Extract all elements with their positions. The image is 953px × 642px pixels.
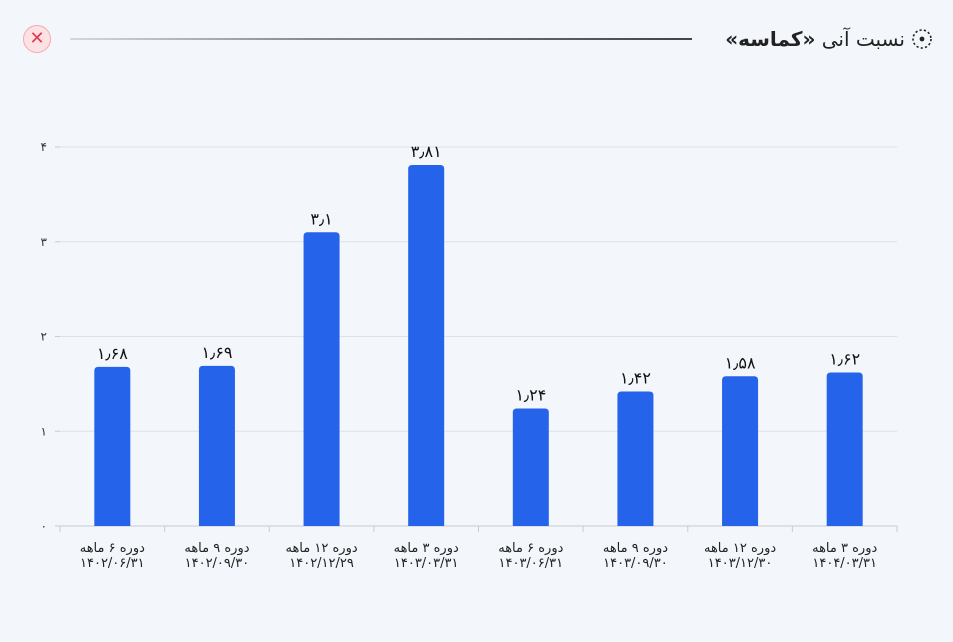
close-icon: ✕ <box>29 28 45 49</box>
bar-value-label: ۱٫۴۲ <box>620 368 651 387</box>
bar-value-label: ۱٫۲۴ <box>515 386 546 405</box>
bar-value-label: ۱٫۶۲ <box>829 350 860 369</box>
x-tick-label-date: ۱۴۰۲/۱۲/۲۹ <box>289 556 354 571</box>
x-tick-label: دوره ۹ ماهه <box>184 541 249 556</box>
y-tick-label: ۲ <box>41 330 47 344</box>
bar <box>826 372 863 526</box>
y-tick-label: ۱ <box>41 424 47 438</box>
x-tick-label: دوره ۳ ماهه <box>812 541 877 556</box>
x-tick-label-date: ۱۴۰۲/۰۹/۳۰ <box>185 556 250 571</box>
bar-value-label: ۳٫۱ <box>310 209 332 228</box>
close-button[interactable]: ✕ <box>23 25 51 53</box>
x-tick-label-date: ۱۴۰۳/۰۳/۳۱ <box>394 556 459 571</box>
x-tick-label: دوره ۹ ماهه <box>603 541 668 556</box>
bar-value-label: ۱٫۵۸ <box>725 353 756 372</box>
x-tick-label-date: ۱۴۰۲/۰۶/۳۱ <box>80 556 145 571</box>
chart-title-prefix: نسبت آنی <box>821 27 905 51</box>
x-tick-label: دوره ۶ ماهه <box>498 541 563 556</box>
bar-value-label: ۳٫۸۱ <box>411 142 442 161</box>
x-tick-label-date: ۱۴۰۳/۱۲/۳۰ <box>708 556 773 571</box>
bar-value-label: ۱٫۶۸ <box>97 344 128 363</box>
x-tick-label-date: ۱۴۰۳/۰۹/۳۰ <box>603 556 668 571</box>
chart-title-name: «کماسه» <box>725 27 816 51</box>
header-divider <box>70 38 692 40</box>
bar <box>198 365 235 526</box>
chart-header: نسبت آنی «کماسه» <box>725 22 933 56</box>
bar <box>722 376 759 526</box>
bar <box>512 408 549 526</box>
y-tick-label: ۳ <box>41 235 48 249</box>
y-tick-label: ۰ <box>41 519 47 533</box>
x-tick-label: دوره ۱۲ ماهه <box>285 541 357 556</box>
bar-value-label: ۱٫۶۹ <box>201 343 232 362</box>
bar <box>303 232 340 526</box>
chart-title: نسبت آنی «کماسه» <box>725 27 905 51</box>
y-tick-label: ۴ <box>41 140 47 154</box>
x-tick-label-date: ۱۴۰۴/۰۳/۳۱ <box>812 556 877 571</box>
bar <box>617 391 654 526</box>
bar <box>408 165 445 526</box>
x-tick-label: دوره ۱۲ ماهه <box>704 541 776 556</box>
x-tick-label: دوره ۳ ماهه <box>394 541 459 556</box>
x-tick-label: دوره ۶ ماهه <box>80 541 145 556</box>
x-tick-label-date: ۱۴۰۳/۰۶/۳۱ <box>499 556 564 571</box>
bar <box>94 366 131 526</box>
settings-dots-icon[interactable] <box>911 28 933 50</box>
